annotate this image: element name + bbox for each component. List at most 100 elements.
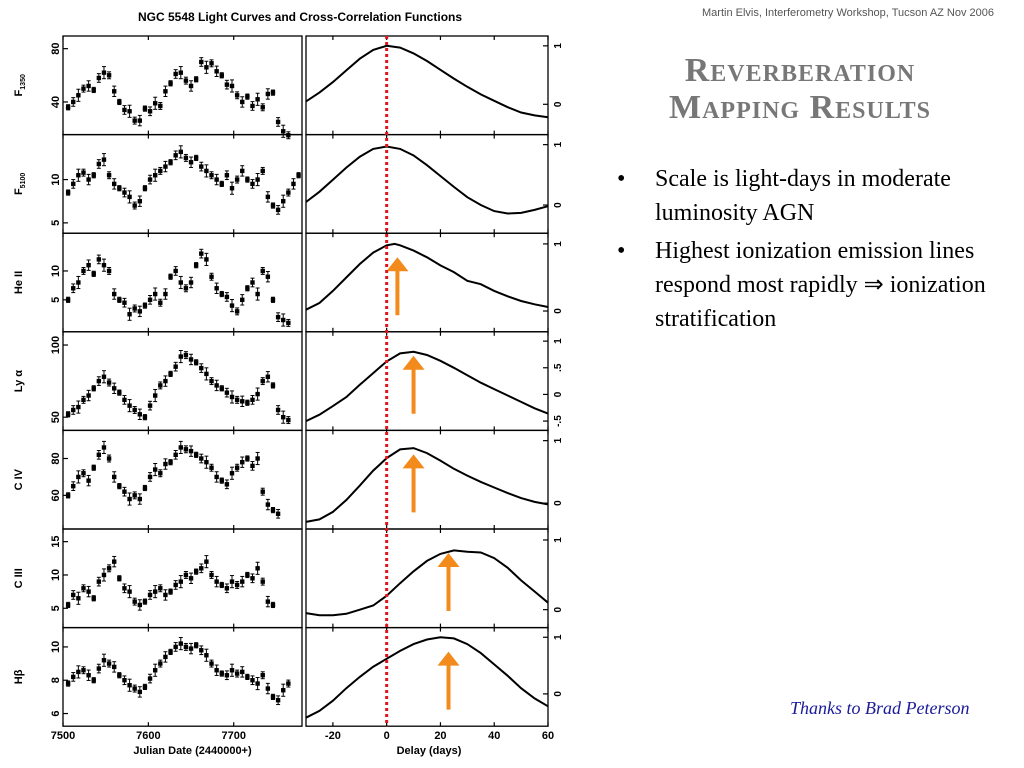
light-curve-point xyxy=(229,83,235,89)
acknowledgement: Thanks to Brad Peterson xyxy=(790,698,970,718)
slide-title-line-2: Mapping Results xyxy=(669,89,931,126)
ccf-tick-label: .5 xyxy=(553,363,564,372)
light-curve-point xyxy=(65,190,71,195)
bullet-marker: • xyxy=(617,238,626,264)
light-curve-point xyxy=(168,649,173,655)
light-curve-point xyxy=(193,360,199,365)
light-curve-point xyxy=(296,173,301,178)
light-curve-point xyxy=(122,678,127,683)
light-curve-point xyxy=(163,592,168,598)
light-curve-point xyxy=(209,61,214,66)
light-curve-point xyxy=(234,309,240,314)
light-curve-point xyxy=(132,203,137,208)
light-curve-point xyxy=(286,133,291,138)
light-curve-point xyxy=(76,93,81,98)
light-curve-point xyxy=(142,684,148,690)
light-curve-point xyxy=(173,153,178,158)
panel-label-subscript: 5100 xyxy=(20,173,27,189)
light-curve-point xyxy=(260,579,265,584)
light-curve-point xyxy=(137,602,143,608)
light-curve-point xyxy=(265,686,271,691)
light-curve-point xyxy=(158,661,163,666)
ccf-tick-label: 1 xyxy=(553,437,564,443)
light-curve-frame xyxy=(62,133,303,234)
light-curve-point xyxy=(240,399,245,404)
light-curve-point xyxy=(255,177,260,182)
ccf-tick-label: 0 xyxy=(553,202,564,208)
light-curve-point xyxy=(178,280,183,285)
light-curve-point xyxy=(178,354,183,359)
light-curve-point xyxy=(240,579,245,584)
y-tick-label: 40 xyxy=(50,96,62,108)
ccf-frame xyxy=(305,331,549,432)
light-curve-point xyxy=(81,397,86,403)
light-curve-point xyxy=(178,641,183,646)
light-curve-point xyxy=(76,173,81,178)
light-curve-point xyxy=(199,251,204,256)
light-curve-point xyxy=(152,393,158,398)
light-curve-point xyxy=(199,59,204,65)
light-curve-point xyxy=(224,390,230,395)
light-curve-point xyxy=(209,173,214,178)
light-curve-point xyxy=(193,77,199,82)
light-curve-point xyxy=(178,445,183,450)
y-tick-label: 5 xyxy=(50,605,62,611)
light-curve-point xyxy=(147,109,153,114)
left-xlabel: Julian Date (2440000+) xyxy=(133,745,252,757)
light-curve-point xyxy=(152,668,158,673)
ccf-curve xyxy=(305,242,549,311)
bullet-list: • Scale is light-days in moderate lumino… xyxy=(615,162,1015,340)
light-curve-point xyxy=(260,673,265,678)
light-curve-point xyxy=(281,317,286,323)
light-curve-point xyxy=(219,582,224,588)
light-curve-point xyxy=(96,452,102,458)
light-curve-point xyxy=(245,572,250,578)
light-curve-point xyxy=(173,452,178,458)
ccf-tick-label: 0 xyxy=(553,691,564,697)
light-curve-point xyxy=(127,312,132,317)
light-curve-point xyxy=(260,105,265,110)
light-curve-point xyxy=(214,286,219,291)
x-tick-label: 7600 xyxy=(136,730,160,742)
light-curve-point xyxy=(132,306,137,311)
light-curve-point xyxy=(270,203,276,208)
light-curve-point xyxy=(96,257,102,262)
light-curve-point xyxy=(137,199,143,204)
ccf-frame xyxy=(305,429,549,530)
light-curve-point xyxy=(250,181,255,187)
lag-arrow-head xyxy=(437,553,460,567)
light-curve-point xyxy=(65,105,71,110)
ccf-tick-label: 1 xyxy=(553,141,564,147)
light-curve-point xyxy=(199,365,204,371)
light-curve-point xyxy=(204,459,209,465)
lag-arrow-head xyxy=(386,257,409,272)
light-curve-point xyxy=(178,579,183,584)
light-curve-point xyxy=(281,688,286,693)
light-curve-point xyxy=(275,119,281,125)
light-curve-point xyxy=(112,664,117,670)
light-curve-point xyxy=(137,412,143,417)
light-curve-point xyxy=(81,471,86,476)
light-curve-point xyxy=(275,698,281,703)
light-curve-point xyxy=(147,474,153,480)
light-curve-point xyxy=(224,586,230,591)
light-curve-point xyxy=(275,511,281,516)
bullet-item: • Highest ionization emission lines resp… xyxy=(615,234,1015,336)
light-curve-point xyxy=(106,173,112,178)
light-curve-point xyxy=(240,99,245,105)
bottom-axes: 7500 7600 7700 -20 0 20 40 60 Julian Date (24400… xyxy=(51,730,554,757)
light-curve-point xyxy=(291,181,296,187)
panel-label: F5100 xyxy=(13,173,27,195)
light-curve-point xyxy=(286,681,291,686)
y-tick-label: 10 xyxy=(50,173,62,185)
light-curve-point xyxy=(106,456,112,461)
light-curve-point xyxy=(255,566,260,571)
y-tick-label: 6 xyxy=(50,710,62,716)
light-curve-point xyxy=(101,658,107,663)
light-curve-point xyxy=(234,177,240,182)
light-curve-point xyxy=(245,286,250,291)
light-curve-point xyxy=(91,173,96,178)
light-curve-point xyxy=(168,274,173,279)
ccf-tick-label: 1 xyxy=(553,634,564,640)
